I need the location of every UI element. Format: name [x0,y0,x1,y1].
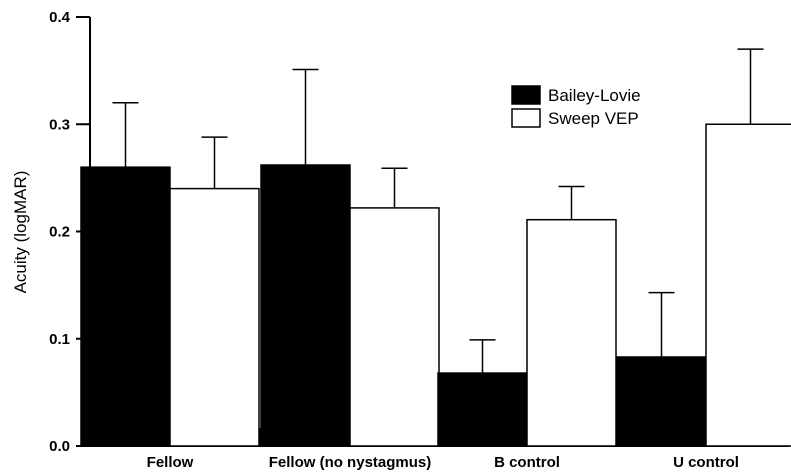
y-tick-label: 0.3 [49,116,70,133]
y-axis-title: Acuity (logMAR) [11,171,30,294]
legend: Bailey-Lovie Sweep VEP [511,85,641,128]
legend-swatch-sweep-vep [511,108,541,128]
y-tick-label: 0.2 [49,224,70,241]
x-tick-label: Fellow (no nystagmus) [269,454,432,471]
y-tick-label: 0.1 [49,331,70,348]
bar-sweep-vep [349,207,440,447]
x-tick-label: U control [673,454,739,471]
bar-bailey-lovie [260,164,351,447]
x-tick-label: Fellow [147,454,194,471]
bar-bailey-lovie [437,372,528,447]
plot-area: 0.0 0.1 0.2 0.3 0.4 Fellow Fellow (no nystagmu… [49,9,791,471]
legend-label-bailey-lovie: Bailey-Lovie [548,86,641,105]
y-tick-label: 0.0 [49,438,70,455]
x-tick-label: B control [494,454,560,471]
bar-bailey-lovie [616,356,707,447]
legend-label-sweep-vep: Sweep VEP [548,109,639,128]
bar-bailey-lovie [80,166,171,447]
legend-swatch-bailey-lovie [511,85,541,105]
bar-sweep-vep [526,218,617,447]
y-tick-label: 0.4 [49,9,71,26]
bar-sweep-vep [705,123,791,447]
bar-sweep-vep [169,187,260,447]
